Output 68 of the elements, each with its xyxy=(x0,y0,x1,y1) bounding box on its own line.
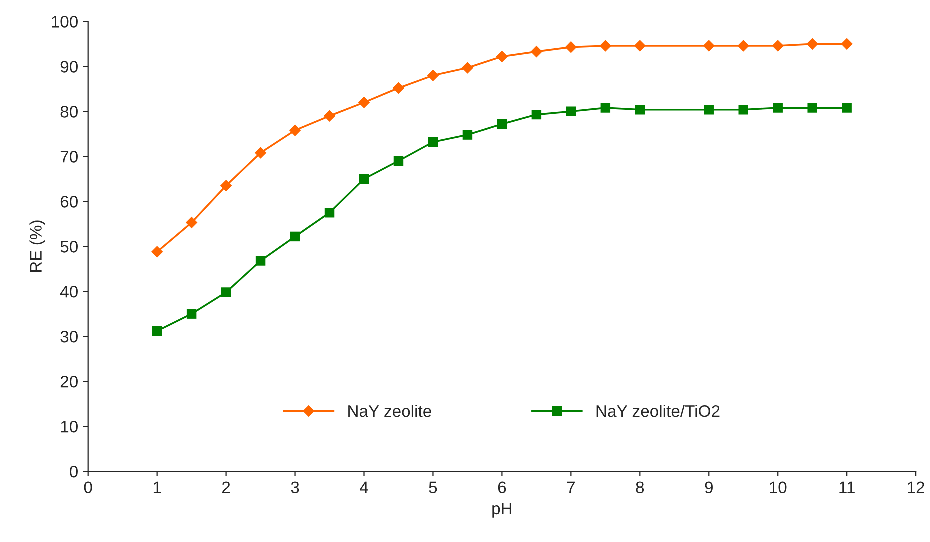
point xyxy=(186,309,197,319)
y-tick-label: 80 xyxy=(60,106,78,118)
x-tick-label: 3 xyxy=(291,482,300,494)
y-tick-label: 40 xyxy=(60,286,78,298)
y-tick-label: 30 xyxy=(60,330,78,343)
x-tick-label: 1 xyxy=(154,482,162,494)
y-axis-title: RE (%) xyxy=(30,220,46,272)
point xyxy=(427,70,440,82)
point xyxy=(462,130,473,140)
point xyxy=(738,40,750,52)
point xyxy=(773,103,783,113)
point xyxy=(151,246,164,258)
x-tick-label: 0 xyxy=(84,482,92,494)
point xyxy=(324,208,335,218)
y-tick-label: 50 xyxy=(60,241,78,253)
point xyxy=(703,40,716,52)
x-tick-label: 6 xyxy=(498,482,506,494)
point xyxy=(530,46,543,58)
point xyxy=(841,38,853,50)
point xyxy=(221,288,232,298)
x-tick-label: 4 xyxy=(360,482,368,494)
y-tick-label: 90 xyxy=(60,61,78,73)
y-tick-label: 20 xyxy=(60,376,78,388)
x-axis-title: pH xyxy=(492,502,512,518)
x-tick-label: 2 xyxy=(222,482,230,494)
point xyxy=(394,156,404,166)
x-tick-label: 11 xyxy=(840,482,855,494)
point xyxy=(532,110,542,120)
point xyxy=(359,174,370,184)
point xyxy=(324,110,336,122)
x-tick-label: 12 xyxy=(908,482,924,494)
legend-label: NaY zeolite xyxy=(348,405,432,418)
point xyxy=(497,119,508,130)
y-tick-label: 0 xyxy=(70,466,78,478)
point xyxy=(462,62,474,74)
point xyxy=(634,40,646,52)
x-tick-label: 7 xyxy=(567,482,575,494)
point xyxy=(152,326,162,336)
x-tick-label: 8 xyxy=(636,482,644,494)
y-tick-label: 70 xyxy=(60,151,78,163)
x-tick-label: 9 xyxy=(705,482,713,494)
point xyxy=(600,40,612,52)
point xyxy=(566,106,576,117)
legend-label: NaY zeolite/TiO2 xyxy=(596,405,720,418)
point xyxy=(738,104,748,115)
x-tick-label: 10 xyxy=(770,482,787,494)
point xyxy=(428,137,438,148)
y-tick-label: 60 xyxy=(60,196,78,208)
point xyxy=(290,232,300,242)
point xyxy=(806,38,818,50)
y-tick-label: 10 xyxy=(61,420,78,433)
point xyxy=(186,216,198,229)
point xyxy=(289,124,302,136)
point xyxy=(496,50,508,63)
point xyxy=(220,180,232,192)
point xyxy=(704,104,714,115)
point xyxy=(358,96,370,109)
point xyxy=(635,104,646,115)
point xyxy=(808,103,818,113)
point xyxy=(565,41,578,54)
point xyxy=(392,82,405,94)
point xyxy=(842,103,852,113)
x-tick-label: 5 xyxy=(429,482,438,494)
point xyxy=(256,256,266,266)
point xyxy=(772,40,784,52)
point xyxy=(254,147,267,159)
point xyxy=(600,103,611,113)
y-tick-label: 100 xyxy=(52,16,78,28)
